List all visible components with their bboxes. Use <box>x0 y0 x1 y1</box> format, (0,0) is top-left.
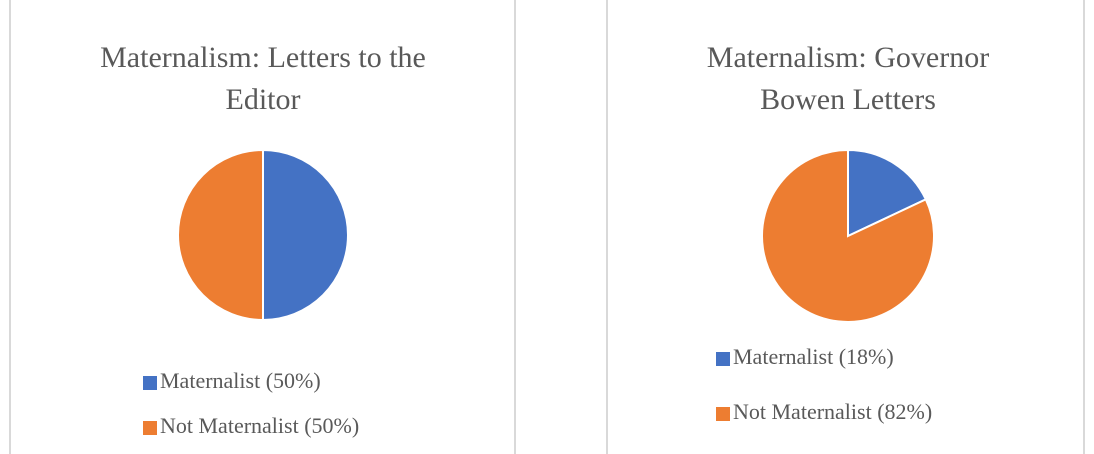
pie-slice <box>177 148 264 322</box>
legend-label: Not Maternalist (50%) <box>160 413 359 438</box>
legend-swatch <box>716 352 730 366</box>
pie-slice <box>761 148 935 323</box>
legend-swatch <box>143 376 157 390</box>
chart-title: Maternalism: Governor Bowen Letters <box>706 41 990 116</box>
legend-swatch <box>716 407 730 421</box>
legend-label: Maternalist (18%) <box>733 344 894 369</box>
pie-slice <box>262 148 349 322</box>
legend-label: Not Maternalist (82%) <box>733 399 932 424</box>
legend-swatch <box>143 421 157 435</box>
chart-title: Maternalism: Letters to the Editor <box>100 41 426 116</box>
pie-slice <box>847 148 928 238</box>
legend-label: Maternalist (50%) <box>160 368 321 393</box>
